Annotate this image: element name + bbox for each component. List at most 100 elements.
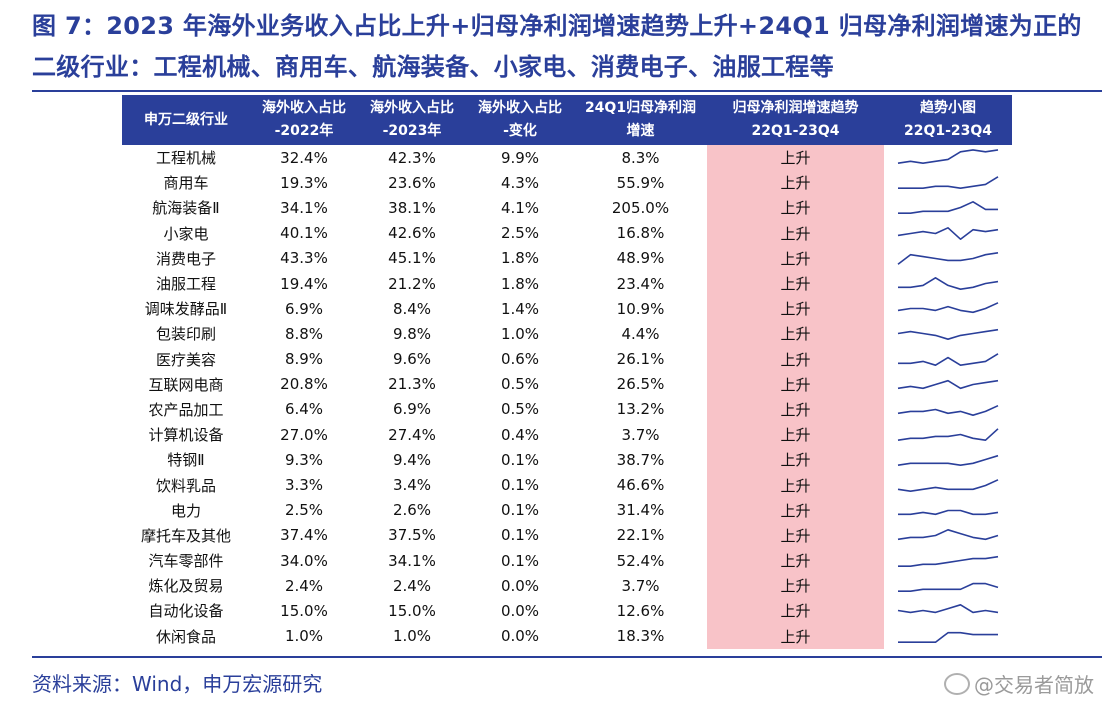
cell-share-2023: 8.4% — [392, 299, 432, 318]
cell-share-change: 2.5% — [500, 224, 540, 243]
cell-share-2023: 9.6% — [392, 350, 432, 369]
cell-share-2023: 23.6% — [388, 173, 436, 192]
cell-industry: 特钢Ⅱ — [167, 451, 205, 470]
table-row: 电力 2.5% 2.6% 0.1% 31.4% 上升 — [122, 497, 1012, 523]
cell-sparkline — [884, 321, 1012, 346]
cell-industry: 自动化设备 — [148, 602, 224, 621]
sparkline-series — [898, 583, 999, 593]
cell-industry: 互联网电商 — [148, 375, 224, 394]
cell-24q1-growth: 23.4% — [616, 274, 665, 293]
cell-share-change: 0.1% — [500, 526, 540, 545]
cell-industry: 商用车 — [163, 174, 209, 193]
cell-growth-trend: 上升 — [707, 170, 884, 196]
cell-share-2023: 42.6% — [388, 224, 436, 243]
cell-24q1-growth: 3.7% — [621, 576, 660, 595]
cell-growth-trend: 上升 — [707, 598, 884, 624]
cell-24q1-growth: 22.1% — [616, 526, 665, 545]
cell-industry: 饮料乳品 — [155, 476, 216, 495]
cell-sparkline — [884, 397, 1012, 422]
table-row: 特钢Ⅱ 9.3% 9.4% 0.1% 38.7% 上升 — [122, 447, 1012, 473]
sparkline-chart — [898, 556, 999, 568]
cell-share-2022: 8.8% — [284, 324, 324, 343]
cell-share-change: 0.5% — [500, 400, 540, 419]
sparkline-series — [897, 226, 999, 240]
table-row: 消费电子 43.3% 45.1% 1.8% 48.9% 上升 — [122, 245, 1012, 271]
cell-share-2023: 38.1% — [388, 198, 436, 217]
cell-share-2023: 27.4% — [388, 425, 436, 444]
sparkline-series — [897, 149, 999, 165]
cell-share-2022: 19.3% — [280, 173, 328, 192]
cell-growth-trend: 上升 — [707, 548, 884, 574]
cell-sparkline — [884, 347, 1012, 372]
cell-sparkline — [884, 598, 1012, 623]
cell-share-change: 0.1% — [500, 551, 540, 570]
cell-growth-trend: 上升 — [707, 396, 884, 423]
cell-share-change: 1.4% — [500, 299, 540, 318]
cell-industry: 消费电子 — [155, 249, 216, 268]
cell-sparkline — [884, 372, 1012, 397]
cell-24q1-growth: 38.7% — [616, 450, 665, 469]
cell-24q1-growth: 55.9% — [616, 173, 665, 192]
cell-growth-trend: 上升 — [707, 422, 884, 448]
cell-share-change: 9.9% — [500, 148, 540, 167]
cell-share-2023: 9.8% — [392, 324, 432, 343]
cell-24q1-growth: 18.3% — [616, 627, 665, 646]
header-growth-trend: 归母净利润增速趋势 22Q1-23Q4 — [707, 95, 884, 145]
header-share-2022: 海外收入占比 -2022年 — [250, 95, 358, 145]
watermark: @交易者简放 — [944, 669, 1094, 698]
sparkline-series — [898, 176, 999, 190]
cell-sparkline — [884, 498, 1012, 523]
sparkline-series — [897, 528, 999, 541]
cell-share-2022: 2.5% — [284, 501, 324, 520]
table-row: 小家电 40.1% 42.6% 2.5% 16.8% 上升 — [122, 220, 1012, 246]
sparkline-chart — [897, 428, 999, 442]
cell-share-change: 4.3% — [500, 173, 540, 192]
table-row: 工程机械 32.4% 42.3% 9.9% 8.3% 上升 — [122, 145, 1012, 171]
table-row: 互联网电商 20.8% 21.3% 0.5% 26.5% 上升 — [122, 371, 1012, 397]
cell-24q1-growth: 3.7% — [621, 425, 660, 444]
cell-sparkline — [884, 271, 1012, 296]
cell-share-2022: 43.3% — [280, 249, 328, 268]
cell-share-2022: 37.4% — [280, 526, 328, 545]
cell-growth-trend: 上升 — [707, 145, 884, 171]
sparkline-series — [897, 329, 999, 341]
sparkline-series — [897, 478, 999, 492]
cell-share-2023: 34.1% — [388, 551, 436, 570]
cell-share-2022: 34.1% — [280, 198, 328, 217]
sparkline-chart — [897, 528, 999, 541]
cell-growth-trend: 上升 — [707, 497, 884, 523]
cell-sparkline — [884, 523, 1012, 548]
cell-sparkline — [884, 221, 1012, 246]
sparkline-chart — [897, 604, 999, 614]
sparkline-series — [898, 352, 999, 366]
cell-sparkline — [884, 422, 1012, 447]
footer-divider — [32, 656, 1102, 658]
cell-industry: 调味发酵品Ⅱ — [144, 300, 228, 319]
sparkline-chart — [897, 455, 999, 467]
cell-24q1-growth: 46.6% — [616, 476, 665, 495]
cell-24q1-growth: 8.3% — [621, 148, 660, 167]
cell-share-2022: 6.9% — [284, 299, 324, 318]
sparkline-series — [897, 404, 999, 416]
cell-share-2022: 1.0% — [284, 627, 324, 646]
cell-sparkline — [884, 573, 1012, 598]
table-row: 医疗美容 8.9% 9.6% 0.6% 26.1% 上升 — [122, 346, 1012, 372]
sparkline-chart — [898, 201, 998, 215]
cell-growth-trend: 上升 — [707, 195, 884, 221]
cell-24q1-growth: 16.8% — [616, 224, 665, 243]
cell-share-2023: 9.4% — [392, 450, 432, 469]
sparkline-series — [898, 631, 998, 643]
sparkline-series — [897, 379, 999, 389]
cell-share-change: 0.0% — [500, 576, 540, 595]
table-row: 计算机设备 27.0% 27.4% 0.4% 3.7% 上升 — [122, 422, 1012, 448]
cell-share-2023: 42.3% — [388, 148, 436, 167]
cell-24q1-growth: 26.5% — [616, 375, 665, 394]
header-share-2023: 海外收入占比 -2023年 — [358, 95, 466, 145]
sparkline-chart — [897, 379, 999, 389]
cell-share-change: 4.1% — [500, 198, 540, 217]
sparkline-chart — [897, 478, 999, 492]
cell-share-2022: 3.3% — [284, 476, 324, 495]
sparkline-chart — [898, 631, 998, 643]
cell-share-2023: 1.0% — [392, 627, 432, 646]
cell-industry: 航海装备Ⅱ — [152, 199, 220, 218]
